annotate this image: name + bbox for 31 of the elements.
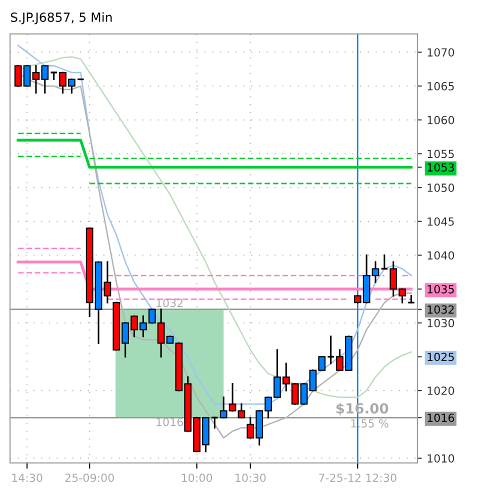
x-tick-label: 7-25-12 12:30 (319, 474, 396, 482)
annotation: 1032 (156, 298, 183, 308)
y-tick-label: 1065 (428, 82, 454, 90)
y-tick-label: 1030 (428, 318, 454, 328)
y-tick-label: 1050 (428, 184, 454, 192)
candlestick (50, 72, 58, 80)
x-tick-label: 10:30 (236, 474, 266, 482)
y-tick-label: 1053 (428, 163, 454, 172)
y-tick-label: 1025 (428, 352, 454, 362)
x-tick-label: 10:00 (182, 474, 212, 482)
y-tick-label: 1070 (428, 48, 454, 57)
y-tick-label: 1032 (428, 305, 454, 314)
annotation: 1016 (156, 418, 183, 426)
y-tick-label: 1035 (428, 285, 454, 294)
x-tick-label: 25-09:00 (65, 474, 114, 482)
candlestick (210, 416, 219, 429)
y-tick-label: 1016 (428, 414, 454, 422)
y-tick-label: 1060 (428, 116, 454, 124)
x-tick-label: 14:30 (12, 474, 42, 482)
y-tick-label: 1055 (428, 150, 454, 158)
y-tick-label: 1045 (428, 217, 454, 226)
candlestick (380, 254, 388, 270)
y-tick-label: 1010 (428, 454, 454, 463)
candlestick (407, 295, 416, 304)
candlestick (238, 403, 246, 418)
y-tick-label: 1020 (428, 386, 454, 395)
chart-title: S.JP.J6857, 5 Min (10, 12, 112, 24)
candlestick (372, 261, 380, 284)
candlestick (104, 261, 112, 304)
y-tick-label: 1040 (428, 251, 454, 260)
candlestick (326, 336, 335, 364)
